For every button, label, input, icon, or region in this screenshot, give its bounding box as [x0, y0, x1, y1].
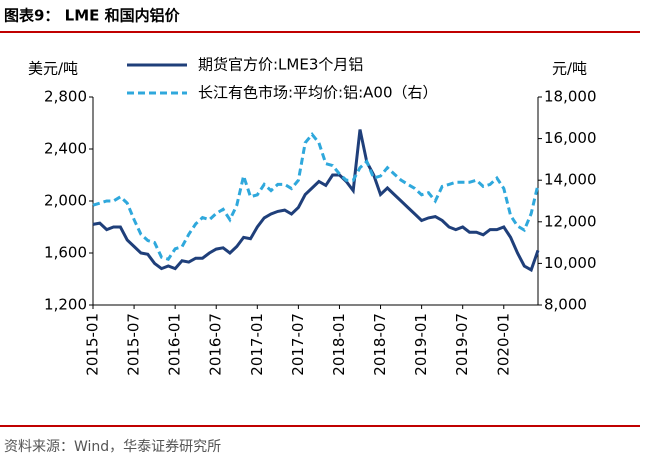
y-tick-label: 2,000 [44, 192, 87, 210]
x-tick-label: 2016-01 [166, 313, 184, 376]
x-tick-label: 2018-07 [371, 313, 389, 376]
y2-tick-label: 16,000 [544, 129, 597, 147]
y2-tick-label: 18,000 [544, 88, 597, 106]
x-tick-label: 2019-01 [412, 313, 430, 376]
source-note: 资料来源：Wind，华泰证券研究所 [4, 439, 221, 455]
y2-tick-label: 12,000 [544, 212, 597, 230]
data-line [92, 129, 540, 273]
x-tick-label: 2019-07 [453, 313, 471, 376]
x-tick-label: 2017-07 [289, 313, 307, 376]
x-tick-label: 2015-01 [84, 313, 102, 376]
x-tick-label: 2017-01 [248, 313, 266, 376]
y2-tick-label: 8,000 [544, 296, 587, 314]
y2-tick-label: 10,000 [544, 254, 597, 272]
legend-label: 长江有色市场:平均价:铝:A00（右） [198, 84, 438, 102]
y-axis-title: 美元/吨 [28, 60, 78, 78]
y-tick-label: 1,200 [44, 296, 87, 314]
y2-tick-label: 14,000 [544, 171, 597, 189]
data-line [92, 132, 540, 261]
y2-axis-title: 元/吨 [552, 60, 587, 78]
x-tick-label: 2016-07 [207, 313, 225, 376]
x-tick-label: 2020-01 [494, 313, 512, 376]
y-tick-label: 2,800 [44, 88, 87, 106]
x-tick-label: 2018-01 [330, 313, 348, 376]
legend-label: 期货官方价:LME3个月铝 [198, 56, 363, 74]
y-tick-label: 2,400 [44, 140, 87, 158]
x-tick-label: 2015-07 [125, 313, 143, 376]
chart-title: 图表9： LME 和国内铝价 [4, 7, 181, 25]
y-tick-label: 1,600 [44, 244, 87, 262]
